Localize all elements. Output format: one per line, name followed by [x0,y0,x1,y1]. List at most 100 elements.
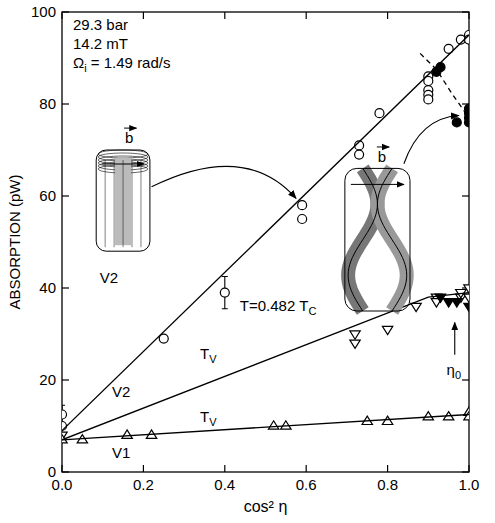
x-axis-title: cos² η [244,498,288,515]
y-tick [62,471,69,472]
fit-line [420,53,469,117]
annotation-text: V2 [112,383,130,400]
inset-strand [377,168,406,311]
pointer-arrow [404,116,459,164]
chart: 0.00.20.40.60.81.0020406080100cos² ηABSO… [0,0,495,523]
y-tick-label: 80 [39,95,56,112]
annotation-sub: V [209,353,217,365]
y-tick [62,379,69,380]
annotation: 14.2 mT [73,35,128,52]
data-point [452,299,462,307]
x-tick-label: 0.8 [377,476,398,493]
annotation-text: V2 [100,269,118,286]
data-point [452,118,461,127]
annotation: V1 [112,444,130,461]
annotation-text: T=0.482 T [240,297,309,314]
y-tick [62,195,69,196]
y-tick [62,287,69,288]
data-point [355,150,364,159]
annotation-text: V1 [112,444,130,461]
data-point [465,118,470,127]
y-axis-title: ABSORPTION (pW) [6,174,23,309]
data-point [298,215,307,224]
data-point [424,95,433,104]
y-tick-right [462,11,469,12]
annotation-text: Ω [73,54,84,71]
x-tick-top [61,12,62,19]
x-tick-label: 0.2 [133,476,154,493]
x-tick-label: 1.0 [459,476,480,493]
y-tick-label: 20 [39,371,56,388]
annotation-text: 14.2 mT [73,35,128,52]
inset-line [105,160,106,247]
annotation-text: 29.3 bar [73,16,128,33]
annotation: V2 [100,269,118,286]
y-tick-label: 40 [39,279,56,296]
data-point [411,303,421,311]
vector-arrow [377,146,389,147]
vector-arrow [124,128,136,129]
annotation-sub: V [209,416,217,428]
data-point [464,285,469,293]
data-point [281,421,291,429]
data-point [382,326,392,334]
data-point [375,109,384,118]
annotation-text: T [200,408,209,425]
inset-b-arrow [351,184,404,185]
annotation-text: η [447,361,455,378]
plot-area [62,31,469,443]
annotation-text: b [125,129,133,146]
inset-strand-line [377,168,406,311]
y-tick-label: 60 [39,187,56,204]
y-tick-right [462,471,469,472]
annotation-sub: 0 [455,369,461,381]
y-tick-label: 0 [48,463,56,480]
data-point [350,340,360,348]
x-tick-top [306,12,307,19]
x-tick-top [387,12,388,19]
data-point [298,201,307,210]
x-tick-top [468,12,469,19]
x-tick [306,465,307,472]
annotation: 29.3 bar [73,16,128,33]
eta0-arrow [454,323,455,355]
inset-line [132,160,133,247]
annotation: η0 [447,361,461,381]
annotation: TV [200,408,217,428]
annotation: TV [200,345,217,365]
x-tick-top [224,12,225,19]
x-tick-top [143,12,144,19]
y-tick [62,103,69,104]
inset-line [114,160,115,247]
plot-frame [62,12,469,472]
fit-line [62,415,469,440]
inset-line [140,160,141,247]
data-point [220,288,229,297]
x-tick-label: 0.6 [296,476,317,493]
inset-strand-line [348,168,377,311]
x-tick [387,465,388,472]
data-point [436,63,445,72]
annotation: V2 [112,383,130,400]
annotation: b [125,129,133,146]
annotation-text: T [200,345,209,362]
y-tick [62,11,69,12]
x-tick [224,465,225,472]
annotation: Ωi = 1.49 rad/s [73,54,170,74]
y-tick-right [462,379,469,380]
annotation-text: b [378,148,386,165]
data-point [464,294,469,302]
data-point [464,303,469,311]
data-point [122,430,132,438]
inset-b-arrow [102,164,144,165]
data-point [423,412,433,420]
data-point [350,331,360,339]
y-tick-right [462,195,469,196]
annotation-sub: C [308,305,316,317]
annotation: T=0.482 TC [240,297,317,317]
data-point [268,421,278,429]
data-point [62,410,67,419]
annotation-after: = 1.49 rad/s [87,54,171,71]
x-tick-label: 0.4 [214,476,235,493]
fit-line [62,293,469,440]
